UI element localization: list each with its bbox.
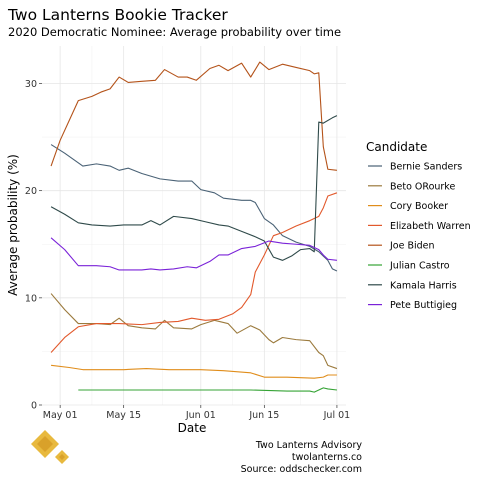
legend-label-4: Joe Biden bbox=[389, 241, 435, 252]
x-tick-label: Jul 01 bbox=[323, 410, 351, 421]
legend-label-3: Elizabeth Warren bbox=[390, 221, 471, 232]
legend-label-1: Beto ORourke bbox=[390, 181, 455, 192]
logo-small-diamond-inner bbox=[59, 454, 65, 460]
x-tick-label: May 01 bbox=[43, 410, 78, 421]
y-tick-label: 20 bbox=[25, 186, 37, 197]
legend-label-2: Cory Booker bbox=[390, 201, 448, 212]
series-line-3 bbox=[50, 192, 338, 353]
x-tick-label: May 15 bbox=[106, 410, 141, 421]
series-line-0 bbox=[50, 144, 338, 272]
y-tick-label: 10 bbox=[25, 293, 37, 304]
legend-label-6: Kamala Harris bbox=[390, 280, 457, 291]
plot-area: May 01 May 15 Jun 01 Jun 15 Jul 01 0 10 20 30 bbox=[25, 46, 350, 421]
caption-line-2: twolanterns.co bbox=[292, 452, 362, 463]
caption-line-1: Two Lanterns Advisory bbox=[255, 440, 363, 451]
legend-label-5: Julian Castro bbox=[389, 261, 450, 272]
series-line-5 bbox=[78, 387, 337, 393]
x-axis-ticks: May 01 May 15 Jun 01 Jun 15 Jul 01 bbox=[43, 405, 350, 421]
x-tick-label: Jun 15 bbox=[248, 410, 279, 421]
x-axis-title: Date bbox=[178, 421, 207, 435]
x-tick-label: Jun 01 bbox=[185, 410, 216, 421]
legend-label-0: Bernie Sanders bbox=[390, 162, 462, 173]
y-axis-title: Average probability (%) bbox=[6, 154, 20, 296]
series-line-2 bbox=[51, 364, 337, 379]
series-line-6 bbox=[50, 115, 338, 261]
logo-large-diamond-inner bbox=[37, 436, 53, 452]
series-line-1 bbox=[50, 293, 338, 370]
series-line-4 bbox=[50, 61, 337, 171]
gridlines bbox=[42, 46, 346, 406]
y-tick-label: 30 bbox=[25, 79, 37, 90]
chart-subtitle: 2020 Democratic Nominee: Average probabi… bbox=[8, 25, 341, 39]
y-axis-ticks: 0 10 20 30 bbox=[25, 79, 42, 412]
legend-title: Candidate bbox=[366, 140, 427, 154]
caption-line-3: Source: oddschecker.com bbox=[241, 464, 362, 475]
legend: Candidate Bernie Sanders Beto ORourke Cory… bbox=[366, 140, 471, 311]
series-lines bbox=[50, 61, 338, 393]
series-line-7 bbox=[50, 237, 337, 271]
lantern-diamond-logo-icon bbox=[31, 430, 69, 464]
chart-title: Two Lanterns Bookie Tracker bbox=[7, 6, 228, 24]
legend-label-7: Pete Buttigieg bbox=[390, 300, 457, 311]
y-tick-label: 0 bbox=[31, 401, 37, 412]
